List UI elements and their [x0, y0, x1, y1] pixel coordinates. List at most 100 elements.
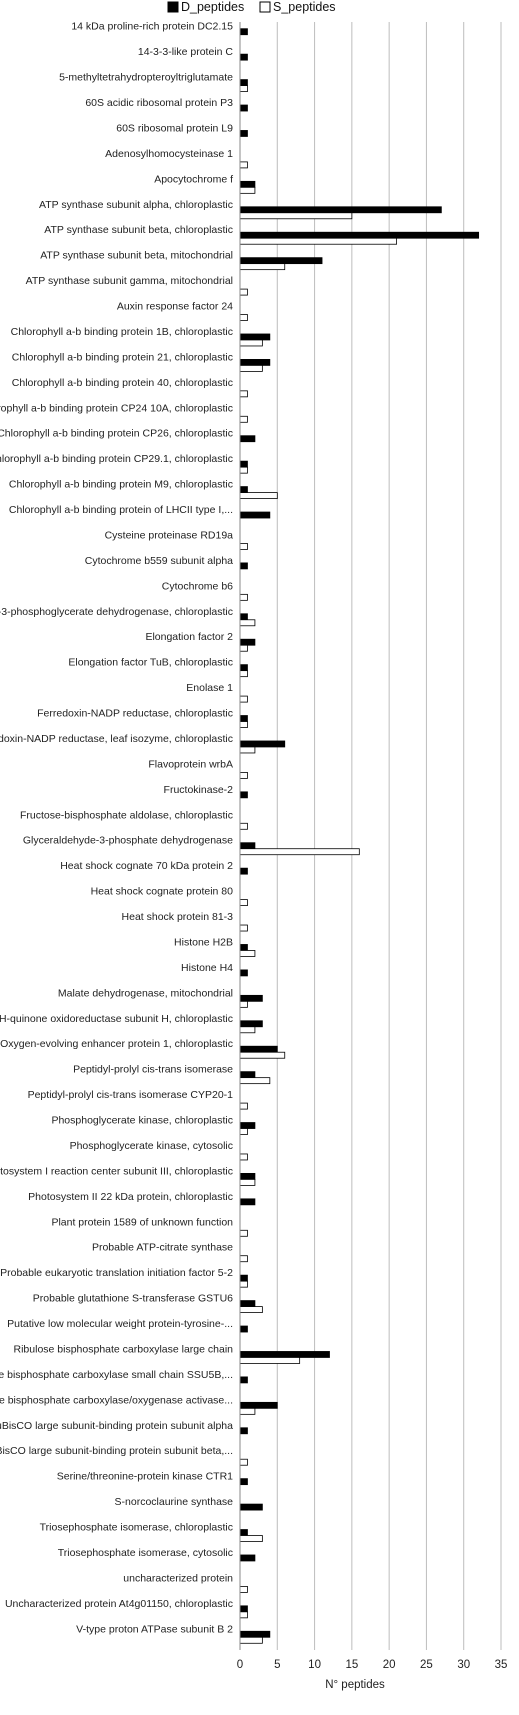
category-label: Photosystem II 22 kDa protein, chloropla… — [28, 1191, 233, 1203]
bar-s-peptides — [239, 186, 256, 194]
bar-d-peptides — [239, 511, 271, 519]
category-label: Cysteine proteinase RD19a — [105, 529, 234, 541]
category-label: Heat shock protein 81-3 — [122, 911, 234, 923]
category-label: Peptidyl-prolyl cis-trans isomerase CYP2… — [28, 1089, 234, 1101]
bar-d-peptides — [239, 842, 256, 850]
category-label: Cytochrome b559 subunit alpha — [85, 555, 233, 567]
x-tick-label: 10 — [308, 1659, 321, 1671]
bar-d-peptides — [239, 28, 248, 36]
bar-s-peptides — [239, 415, 248, 423]
bar-d-peptides — [239, 1325, 248, 1333]
bar-d-peptides — [239, 435, 256, 443]
x-axis-title: N° peptides — [325, 1679, 385, 1691]
category-label: Chlorophyll a-b binding protein 40, chlo… — [12, 377, 233, 389]
category-label: Chlorophyll a-b binding protein CP26, ch… — [0, 428, 233, 440]
category-label: Elongation factor TuB, chloroplastic — [68, 657, 233, 669]
category-label: Ribulose bisphosphate carboxylase small … — [0, 1369, 233, 1381]
category-label: Ribulose bisphosphate carboxylase large … — [14, 1343, 234, 1355]
bar-s-peptides — [239, 212, 353, 220]
bar-s-peptides — [239, 263, 286, 271]
bar-d-peptides — [239, 1630, 271, 1638]
bar-s-peptides — [239, 1077, 271, 1085]
bar-s-peptides — [239, 695, 248, 703]
bar-s-peptides — [239, 772, 248, 779]
bar-s-peptides — [239, 848, 360, 856]
legend-swatch-d-peptides — [167, 1, 179, 13]
bar-d-peptides — [239, 1478, 248, 1486]
category-label: ATP synthase subunit beta, chloroplastic — [44, 224, 233, 236]
bar-s-peptides — [239, 543, 248, 550]
category-label: Probable ATP-citrate synthase — [92, 1242, 233, 1254]
bar-d-peptides — [239, 130, 248, 137]
category-label: 14 kDa proline-rich protein DC2.15 — [71, 21, 233, 33]
category-label: Ferredoxin-NADP reductase, chloroplastic — [37, 708, 233, 720]
bar-s-peptides — [239, 746, 256, 754]
bar-d-peptides — [239, 206, 442, 214]
category-label: 60S ribosomal protein L9 — [116, 122, 233, 134]
category-label: V-type proton ATPase subunit B 2 — [76, 1623, 233, 1635]
category-label: Enolase 1 — [186, 682, 233, 694]
bar-s-peptides — [239, 1586, 248, 1593]
category-label: 14-3-3-like protein C — [138, 46, 234, 58]
bar-s-peptides — [239, 644, 248, 652]
bar-d-peptides — [239, 79, 248, 86]
bar-s-peptides — [239, 466, 248, 474]
category-label: Fructokinase-2 — [164, 784, 234, 796]
bar-s-peptides — [239, 1636, 263, 1644]
bar-d-peptides — [239, 53, 248, 61]
category-label: ATP synthase subunit alpha, chloroplasti… — [39, 199, 233, 211]
category-label: Chlorophyll a-b binding protein of LHCII… — [9, 504, 233, 516]
legend-swatch-s-peptides — [259, 1, 271, 13]
legend-label-s-peptides: S_peptides — [273, 0, 336, 14]
category-label: RuBisCO large subunit-binding protein su… — [0, 1420, 233, 1432]
category-label: Ribulose bisphosphate carboxylase/oxygen… — [0, 1394, 233, 1406]
x-tick-label: 20 — [383, 1659, 396, 1671]
category-label: Heat shock cognate 70 kDa protein 2 — [60, 860, 233, 872]
bar-s-peptides — [239, 822, 248, 830]
category-label: Ferredoxin-NADP reductase, leaf isozyme,… — [0, 733, 233, 745]
bar-d-peptides — [239, 1376, 248, 1384]
bar-s-peptides — [239, 314, 248, 321]
category-label: Triosephosphate isomerase, cytosolic — [58, 1547, 233, 1559]
category-label: ATP synthase subunit gamma, mitochondria… — [26, 275, 233, 287]
bar-d-peptides — [239, 257, 323, 265]
bar-s-peptides — [239, 288, 248, 296]
bar-s-peptides — [239, 1179, 256, 1186]
bar-d-peptides — [239, 359, 271, 366]
bar-s-peptides — [239, 1051, 286, 1059]
category-label: Histone H2B — [174, 936, 233, 948]
bar-s-peptides — [239, 365, 263, 372]
bar-d-peptides — [239, 104, 248, 112]
category-label: Probable glutathione S-transferase GSTU6 — [33, 1293, 233, 1305]
bar-d-peptides — [239, 231, 480, 239]
bar-d-peptides — [239, 613, 248, 621]
bars — [239, 28, 480, 1644]
bar-d-peptides — [239, 1274, 248, 1282]
bar-s-peptides — [239, 950, 256, 957]
x-tick-label: 35 — [495, 1659, 508, 1671]
bar-d-peptides — [239, 715, 248, 722]
bar-d-peptides — [239, 1173, 256, 1180]
category-label: Oxygen-evolving enhancer protein 1, chlo… — [0, 1038, 233, 1050]
category-label: Apocytochrome f — [154, 173, 233, 185]
category-label: Phosphoglycerate kinase, cytosolic — [70, 1140, 233, 1152]
category-labels: 14 kDa proline-rich protein DC2.15 14-3-3… — [0, 21, 233, 1636]
bar-s-peptides — [239, 1229, 248, 1237]
bar-s-peptides — [239, 85, 248, 92]
category-label: Glyceraldehyde-3-phosphate dehydrogenase — [23, 835, 233, 847]
bar-s-peptides — [239, 1153, 248, 1161]
x-tick-labels: 0 5 10 15 20 25 30 35 — [237, 1659, 508, 1671]
bar-s-peptides — [239, 339, 263, 347]
category-label: Flavoprotein wrbA — [148, 758, 233, 770]
category-label: Chlorophyll a-b binding protein CP29.1, … — [0, 453, 233, 465]
category-label: 60S acidic ribosomal protein P3 — [85, 97, 233, 109]
gridlines — [276, 22, 502, 1650]
category-label: Adenosylhomocysteinase 1 — [105, 148, 233, 160]
x-tick-label: 15 — [345, 1659, 358, 1671]
bar-s-peptides — [239, 670, 248, 678]
bar-d-peptides — [239, 1198, 256, 1206]
category-label: ATP synthase subunit beta, mitochondrial — [40, 250, 233, 262]
bar-d-peptides — [239, 867, 248, 875]
category-label: Auxin response factor 24 — [117, 301, 233, 313]
